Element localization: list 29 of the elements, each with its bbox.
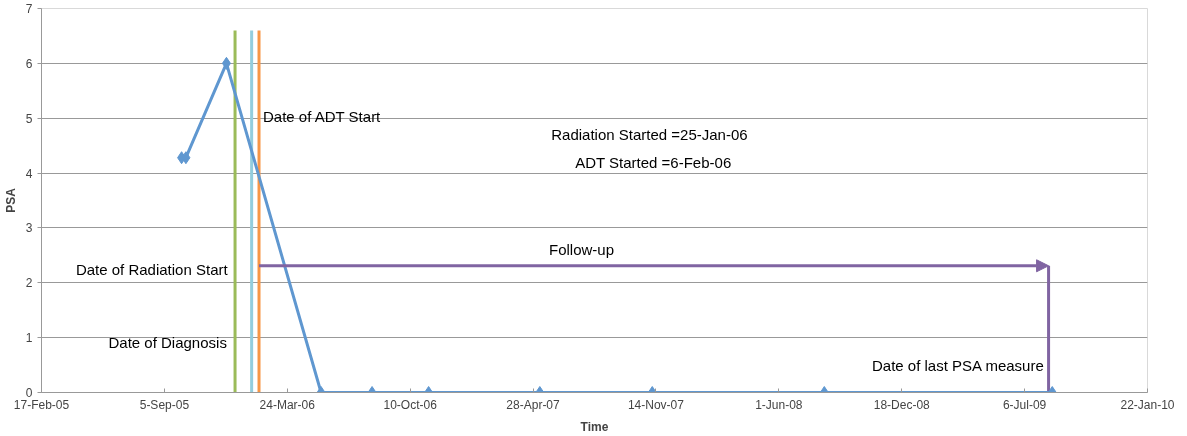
point — [181, 151, 191, 165]
y-tick-label: 3 — [25, 221, 33, 236]
y-tick-label: 0 — [25, 386, 33, 400]
x-tick-label: 6-Jul-09 — [1002, 397, 1047, 412]
ref-line-label: Date of last PSA measure — [871, 357, 1044, 375]
ref-line-label: Date of ADT Start — [263, 107, 382, 125]
x-tick-label: 1-Jun-08 — [755, 397, 803, 412]
x-tick-label: 18-Dec-08 — [873, 397, 931, 412]
x-tick-label: 5-Sep-05 — [139, 397, 190, 412]
y-tick-label: 6 — [25, 56, 33, 71]
point — [221, 56, 231, 70]
y-tick-label: 7 — [25, 2, 33, 16]
annotation: Radiation Started =25-Jan-06 — [551, 126, 748, 144]
annotation: Follow-up — [548, 241, 615, 259]
annotation: ADT Started =6-Feb-06 — [575, 153, 732, 171]
ref-line-label: Date of Radiation Start — [75, 261, 229, 279]
x-tick-label: 28-Apr-07 — [506, 397, 561, 412]
y-tick-label: 1 — [25, 331, 33, 346]
x-tick-label: 17-Feb-05 — [13, 397, 70, 412]
x-tick-label: 10-Oct-06 — [383, 397, 438, 412]
y-axis-title: PSA — [3, 187, 18, 213]
x-tick-label: 24-Mar-06 — [259, 397, 316, 412]
y-tick-label: 4 — [25, 166, 33, 181]
y-tick-label: 5 — [25, 111, 33, 126]
x-tick-label: 22-Jan-10 — [1120, 397, 1175, 412]
ref-line-label: Date of Diagnosis — [108, 334, 227, 352]
x-tick-label: 14-Nov-07 — [627, 397, 685, 412]
x-axis-title: Time — [580, 419, 609, 434]
y-tick-label: 2 — [25, 276, 33, 291]
